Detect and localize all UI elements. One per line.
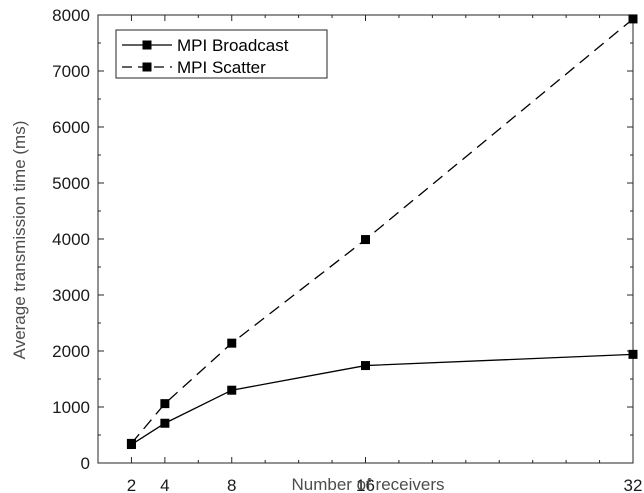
- y-tick-label: 6000: [52, 118, 90, 137]
- data-point: [361, 235, 370, 245]
- legend-marker: [142, 40, 152, 50]
- y-tick-label: 1000: [52, 398, 90, 417]
- data-point: [126, 438, 136, 448]
- x-tick-label: 8: [227, 476, 236, 493]
- y-tick-label: 4000: [52, 230, 90, 249]
- data-point: [628, 349, 638, 359]
- series-line-1: [131, 353, 634, 446]
- data-point: [361, 361, 370, 371]
- legend: MPI Broadcast MPI Scatter: [115, 29, 328, 79]
- y-tick-label: 3000: [52, 286, 90, 305]
- x-tick-label: 4: [160, 476, 169, 493]
- y-axis-ticks: 0 1000 2000 3000 4000 5000 6000 7000 8000: [52, 6, 633, 473]
- series-layer: [126, 14, 638, 450]
- legend-label: MPI Scatter: [177, 58, 266, 77]
- y-tick-label: 0: [81, 454, 90, 473]
- x-tick-label: 32: [624, 476, 643, 493]
- legend-marker: [142, 62, 152, 72]
- x-tick-label: 16: [356, 476, 375, 493]
- y-tick-label: 2000: [52, 342, 90, 361]
- y-tick-label: 7000: [52, 62, 90, 81]
- data-point: [160, 418, 170, 428]
- y-axis-label: Average transmission time (ms): [10, 121, 29, 360]
- data-point: [227, 385, 237, 395]
- legend-label: MPI Broadcast: [177, 36, 289, 55]
- data-point: [227, 338, 237, 348]
- y-tick-label: 8000: [52, 6, 90, 25]
- data-point: [628, 14, 638, 24]
- x-axis-label: Number of receivers: [291, 475, 444, 493]
- series-line-2: [130, 18, 634, 444]
- x-tick-label: 2: [127, 476, 136, 493]
- y-tick-label: 5000: [52, 174, 90, 193]
- x-axis-ticks: 2 4 8 16 32: [127, 15, 643, 493]
- data-point: [160, 399, 170, 409]
